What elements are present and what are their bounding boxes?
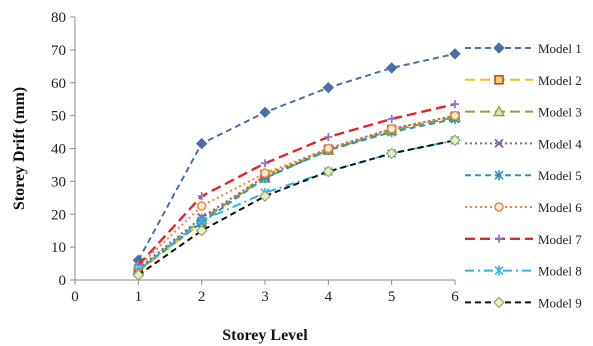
legend-marker bbox=[495, 234, 503, 243]
data-point bbox=[260, 168, 270, 178]
series-line bbox=[137, 114, 456, 270]
series-1 bbox=[132, 48, 461, 266]
data-point bbox=[385, 62, 398, 74]
data-point bbox=[385, 147, 398, 160]
data-point bbox=[386, 124, 397, 134]
y-axis-title: Storey Drift (mm) bbox=[11, 87, 28, 210]
data-point bbox=[449, 134, 461, 147]
legend-marker bbox=[494, 202, 504, 212]
y-tick-label: 50 bbox=[51, 109, 66, 125]
legend: Model 1 Model 2 Model 3 Model 4 Model 5 Model… bbox=[465, 41, 582, 310]
data-point bbox=[132, 269, 145, 281]
legend-entry: Model 1 bbox=[465, 41, 582, 56]
data-point bbox=[195, 224, 208, 237]
legend-label: Model 3 bbox=[538, 105, 582, 120]
x-tick-label: 0 bbox=[71, 289, 79, 305]
x-tick-label: 5 bbox=[388, 289, 396, 305]
series-line bbox=[137, 117, 456, 271]
legend-entry: Model 6 bbox=[465, 200, 582, 215]
y-tick-label: 70 bbox=[51, 43, 66, 59]
series-line bbox=[137, 139, 456, 271]
x-tick-label: 3 bbox=[261, 289, 269, 305]
series-4 bbox=[133, 110, 460, 274]
legend-label: Model 1 bbox=[538, 41, 582, 56]
legend-entry: Model 5 bbox=[465, 168, 582, 183]
series-8 bbox=[133, 135, 460, 276]
data-point bbox=[387, 114, 396, 123]
legend-marker bbox=[494, 75, 504, 85]
series-2 bbox=[133, 112, 460, 277]
axes: 0 10 20 30 40 50 60 70 80 0 1 2 3 4 5 6 bbox=[51, 10, 459, 305]
series-6 bbox=[133, 110, 460, 272]
legend-label: Model 9 bbox=[538, 295, 582, 310]
x-tick-label: 2 bbox=[198, 289, 206, 305]
data-point bbox=[323, 143, 334, 154]
series-line bbox=[137, 102, 456, 267]
legend-marker bbox=[494, 138, 504, 149]
legend-label: Model 8 bbox=[538, 264, 582, 279]
y-tick-label: 30 bbox=[51, 174, 66, 190]
data-point bbox=[261, 159, 269, 168]
legend-entry: Model 8 bbox=[465, 264, 582, 279]
data-point bbox=[195, 137, 208, 150]
y-tick-label: 20 bbox=[51, 207, 66, 223]
data-point bbox=[324, 132, 333, 141]
data-point bbox=[322, 81, 335, 94]
series-line bbox=[137, 116, 456, 271]
x-axis-title: Storey Level bbox=[222, 327, 308, 344]
legend-entry: Model 4 bbox=[465, 136, 582, 151]
legend-entry: Model 2 bbox=[465, 73, 582, 88]
legend-label: Model 6 bbox=[538, 200, 582, 215]
series-3 bbox=[132, 110, 462, 275]
series-5 bbox=[133, 113, 460, 276]
data-point bbox=[197, 215, 207, 226]
x-tick-label: 4 bbox=[325, 289, 333, 305]
data-point bbox=[197, 192, 206, 201]
x-tick-label: 1 bbox=[135, 289, 143, 305]
data-point bbox=[322, 165, 335, 178]
legend-marker bbox=[494, 170, 504, 181]
data-point bbox=[196, 201, 207, 211]
legend-entry: Model 7 bbox=[465, 232, 582, 247]
legend-marker bbox=[493, 42, 505, 54]
series-line bbox=[137, 114, 456, 268]
series-line bbox=[137, 116, 456, 273]
data-point bbox=[451, 100, 459, 109]
data-point bbox=[450, 110, 460, 121]
series-line bbox=[137, 52, 456, 261]
legend-label: Model 4 bbox=[538, 136, 582, 151]
legend-marker bbox=[493, 296, 505, 309]
legend-label: Model 5 bbox=[538, 168, 582, 183]
x-tick-label: 6 bbox=[451, 289, 459, 305]
legend-label: Model 7 bbox=[538, 232, 582, 247]
y-tick-label: 0 bbox=[59, 273, 67, 289]
data-point bbox=[259, 106, 271, 119]
y-tick-label: 60 bbox=[51, 76, 66, 92]
legend-entry: Model 9 bbox=[465, 295, 582, 310]
data-point bbox=[259, 190, 271, 203]
series-layer bbox=[132, 48, 462, 281]
legend-marker bbox=[492, 105, 506, 117]
series-line bbox=[137, 139, 456, 276]
legend-entry: Model 3 bbox=[465, 105, 582, 120]
y-tick-label: 80 bbox=[51, 10, 66, 26]
legend-label: Model 2 bbox=[538, 73, 582, 88]
series-9 bbox=[132, 134, 461, 281]
y-tick-label: 40 bbox=[51, 142, 66, 158]
data-point bbox=[449, 48, 461, 60]
legend-marker bbox=[494, 265, 504, 276]
y-tick-label: 10 bbox=[51, 240, 66, 256]
